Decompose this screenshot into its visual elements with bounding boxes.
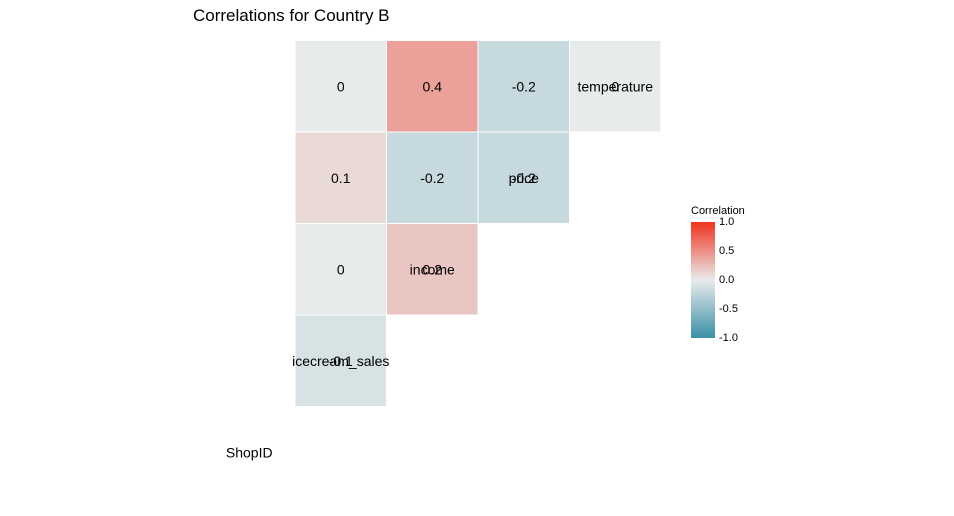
cell-value-label: -0.2 <box>512 78 536 94</box>
heatmap-cell <box>294 223 387 316</box>
cell-value-label: 0 <box>337 78 345 94</box>
cell-value-label: -0.2 <box>512 170 536 186</box>
heatmap-cells <box>294 40 662 407</box>
variable-labels: ShopID icecream_sales income price temperatu… <box>226 78 653 460</box>
legend-color-bar <box>691 222 715 338</box>
variable-label-icecream-sales: icecream_sales <box>292 353 389 369</box>
legend-tick-label: 1.0 <box>719 216 735 228</box>
heatmap-cell <box>294 40 387 133</box>
heatmap-cell <box>477 40 570 133</box>
variable-label-temperature: temperature <box>578 78 654 94</box>
heatmap-cell <box>386 40 479 133</box>
color-legend: Correlation 1.0 0.5 0.0 -0.5 -1.0 <box>691 205 745 344</box>
cell-value-label: -0.1 <box>329 353 353 369</box>
legend-tick-label: 0.0 <box>719 274 735 286</box>
legend-tick-label: -0.5 <box>719 303 738 315</box>
legend-title: Correlation <box>691 205 745 217</box>
chart-title: Correlations for Country B <box>193 6 390 25</box>
cell-value-label: -0.2 <box>420 170 444 186</box>
heatmap-cell <box>477 131 570 224</box>
legend-tick-label: 0.5 <box>719 245 735 257</box>
heatmap-cell-labels: -0.1 0 0.2 0.1 -0.2 -0.2 0 0.4 -0.2 0 <box>329 78 620 369</box>
variable-label-shopid: ShopID <box>226 444 273 460</box>
cell-value-label: 0.4 <box>423 78 443 94</box>
heatmap-cell <box>386 223 479 316</box>
heatmap-cell <box>294 314 387 407</box>
variable-label-income: income <box>410 261 455 277</box>
heatmap-cell <box>569 40 662 133</box>
variable-label-price: price <box>509 170 540 186</box>
legend-tick-label: -1.0 <box>719 332 738 344</box>
cell-value-label: 0 <box>337 261 345 277</box>
cell-value-label: 0.1 <box>331 170 351 186</box>
cell-value-label: 0 <box>611 78 619 94</box>
cell-value-label: 0.2 <box>423 261 443 277</box>
